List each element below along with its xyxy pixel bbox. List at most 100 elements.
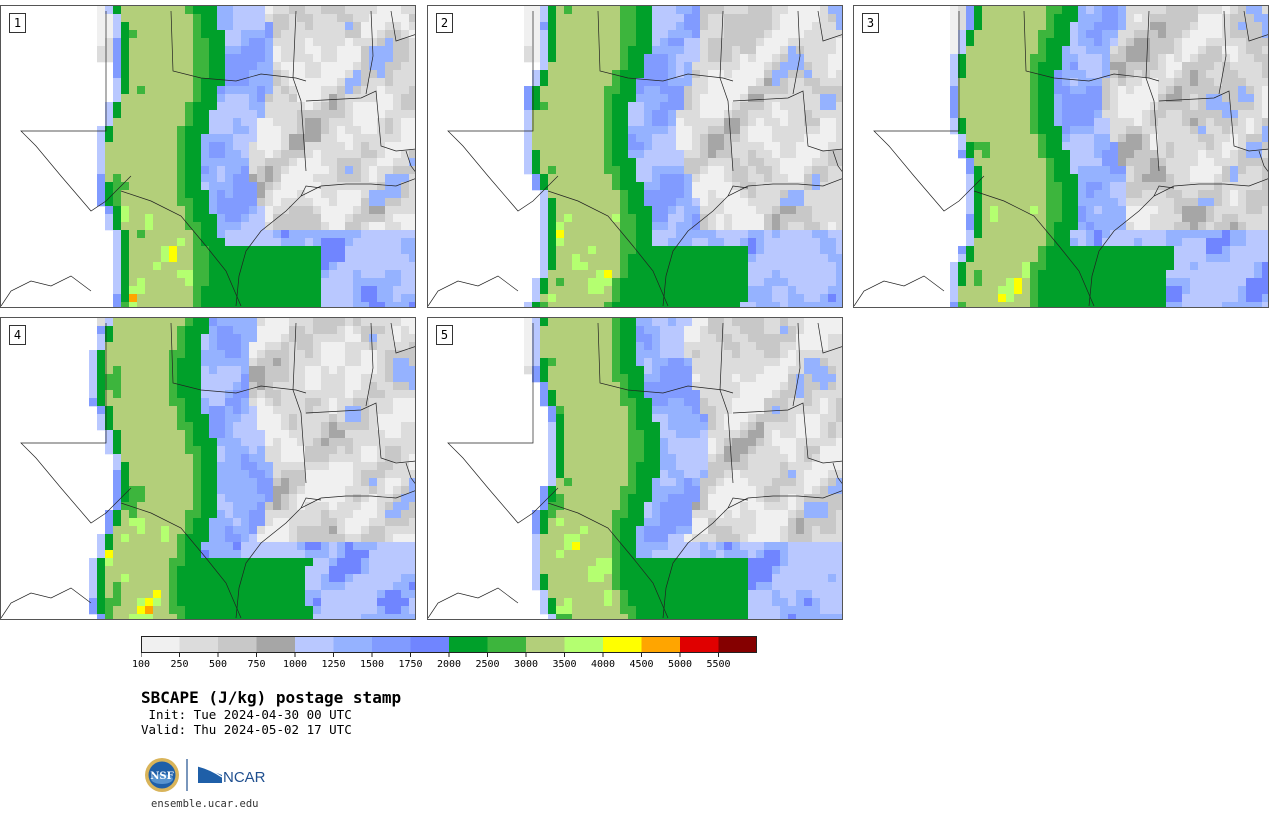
state-border: [447, 11, 559, 212]
init-time: Init: Tue 2024-04-30 00 UTC: [141, 707, 352, 722]
state-border: [547, 190, 669, 307]
colorbar-swatch: [333, 636, 373, 653]
sbcape-map: [1, 6, 415, 307]
colorbar-tick-label: 2500: [475, 659, 500, 670]
sbcape-map: [1, 318, 415, 619]
colorbar-swatch: [141, 636, 180, 653]
sbcape-colorbar: [141, 636, 757, 657]
state-border: [732, 90, 842, 152]
sbcape-map: [854, 6, 1268, 307]
source-url: ensemble.ucar.edu: [151, 798, 259, 810]
colorbar-tick-label: 4000: [590, 659, 616, 670]
colorbar-tick-label: 5500: [706, 659, 731, 670]
nsf-logo-icon: NSF: [145, 758, 179, 792]
state-border: [817, 322, 842, 354]
state-border: [719, 322, 734, 484]
state-border: [305, 402, 415, 464]
state-border: [390, 322, 415, 354]
sbcape-map: [428, 6, 842, 307]
sbcape-map: [428, 318, 842, 619]
colorbar-swatch: [526, 636, 565, 653]
state-border: [300, 497, 322, 509]
state-border: [727, 185, 749, 197]
state-border: [20, 11, 132, 212]
postage-stamp-panel[interactable]: 2: [427, 5, 843, 308]
postage-stamp-panel[interactable]: 5: [427, 317, 843, 620]
colorbar-swatch: [603, 636, 642, 653]
state-border: [832, 150, 842, 172]
panel-member-label: 4: [9, 325, 26, 345]
colorbar-swatch: [410, 636, 450, 653]
panel-member-label: 1: [9, 13, 26, 33]
colorbar-tick-label: 1500: [359, 659, 385, 670]
colorbar-swatch: [487, 636, 527, 653]
state-border: [428, 275, 519, 307]
state-border: [120, 502, 242, 619]
colorbar-swatch: [641, 636, 681, 653]
state-border: [170, 10, 307, 82]
state-border: [1145, 10, 1160, 172]
colorbar-swatch: [680, 636, 719, 653]
state-border: [792, 10, 801, 95]
state-border: [1, 587, 92, 619]
state-border: [292, 10, 307, 172]
state-border: [292, 322, 307, 484]
state-border: [1023, 10, 1160, 82]
colorbar-swatch: [372, 636, 411, 653]
state-border: [305, 90, 415, 152]
state-border: [365, 322, 374, 407]
colorbar-tick-label: 1250: [321, 659, 346, 670]
chart-title: SBCAPE (J/kg) postage stamp: [141, 688, 402, 707]
colorbar-tick-label: 100: [131, 659, 151, 670]
state-border: [170, 322, 307, 394]
state-border: [120, 190, 242, 307]
state-border: [973, 190, 1095, 307]
colorbar-border: [141, 636, 757, 653]
state-border: [405, 462, 415, 484]
colorbar-swatch: [295, 636, 334, 653]
state-border: [854, 275, 945, 307]
valid-time: Valid: Thu 2024-05-02 17 UTC: [141, 722, 352, 737]
colorbar-tick-label: 4500: [629, 659, 654, 670]
state-border: [1158, 90, 1268, 152]
panel-member-label: 5: [436, 325, 453, 345]
state-border: [597, 322, 734, 394]
state-border: [817, 10, 842, 42]
colorbar-tick-label: 250: [170, 659, 189, 670]
state-border: [1153, 185, 1175, 197]
state-border: [732, 402, 842, 464]
colorbar-swatch: [179, 636, 219, 653]
sponsor-logos: NSF NCAR: [144, 757, 274, 793]
nsf-ncar-logo: NSF NCAR: [145, 758, 266, 792]
colorbar-tick-label: 3000: [513, 659, 539, 670]
postage-stamp-panel[interactable]: 3: [853, 5, 1269, 308]
state-border: [1218, 10, 1227, 95]
state-border: [792, 322, 801, 407]
state-border: [390, 10, 415, 42]
state-border: [405, 150, 415, 172]
postage-stamp-panel[interactable]: 4: [0, 317, 416, 620]
panel-member-label: 3: [862, 13, 879, 33]
colorbar-swatch: [718, 636, 757, 653]
colorbar-swatch: [256, 636, 296, 653]
postage-stamp-panel[interactable]: 1: [0, 5, 416, 308]
ncar-logo-icon: NCAR: [197, 765, 266, 786]
colorbar-tick-label: 3500: [552, 659, 577, 670]
state-border: [300, 185, 322, 197]
state-border: [832, 462, 842, 484]
state-border: [428, 587, 519, 619]
colorbar-tick-label: 5000: [667, 659, 693, 670]
state-border: [1, 275, 92, 307]
colorbar-tick-label: 1000: [282, 659, 308, 670]
colorbar-tick-label: 1750: [398, 659, 423, 670]
state-border: [547, 502, 669, 619]
state-border: [20, 323, 132, 524]
panel-member-label: 2: [436, 13, 453, 33]
state-border: [727, 497, 749, 509]
state-border: [447, 323, 559, 524]
state-border: [719, 10, 734, 172]
colorbar-tick-label: 750: [247, 659, 266, 670]
colorbar-tick-label: 2000: [436, 659, 462, 670]
colorbar-swatch: [564, 636, 604, 653]
state-border: [1243, 10, 1268, 42]
